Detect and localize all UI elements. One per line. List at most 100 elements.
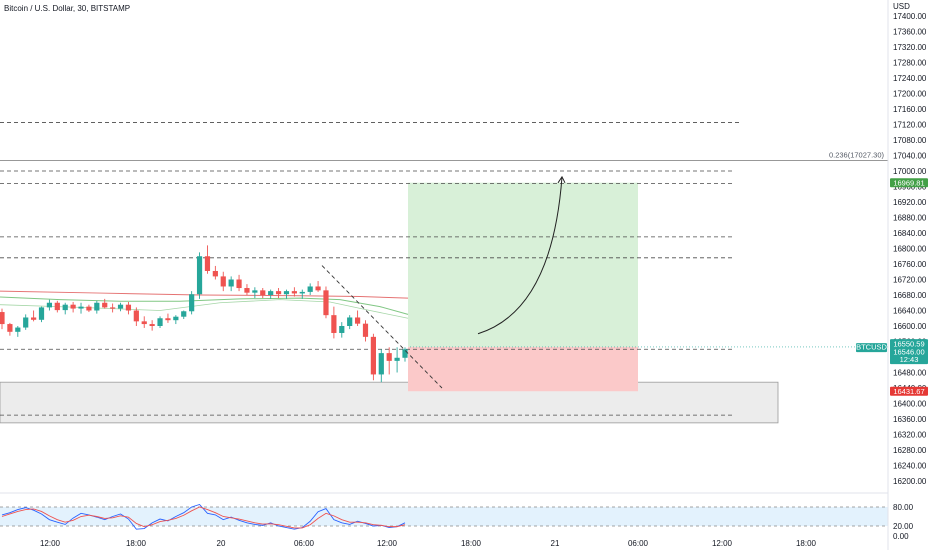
candle-body [228,279,234,287]
candle-body [220,276,226,287]
candle-body [283,291,290,295]
projection-arrow [477,176,563,335]
price-tick-label: 16680.00 [893,291,927,300]
candle [70,301,76,313]
candle-body [354,317,361,324]
candle-body [165,318,171,321]
price-tick-label: 16920.00 [893,198,927,207]
candle-body [386,353,392,361]
candle [0,308,5,330]
price-tick-label: 16840.00 [893,229,927,238]
time-tick-label: 12:00 [40,539,61,548]
candle [307,283,313,295]
time-tick-label: 18:00 [126,539,147,548]
candle [94,300,100,314]
oscillator-band [0,507,888,526]
price-tick-label: 16760.00 [893,260,927,269]
price-tick-label: 16280.00 [893,446,927,455]
candle [354,310,361,326]
candle [228,276,234,292]
chart-header-title: Bitcoin / U.S. Dollar, 30, BITSTAMP [4,4,131,13]
candle-body [323,290,329,316]
price-tick-label: 16360.00 [893,415,927,424]
price-axis-currency: USD [893,2,910,11]
candles-layer [0,245,408,383]
time-axis-layer: 12:00 18:00 20 06:00 12:00 18:00 21 06:00 12:00 1… [40,539,817,548]
candle-body [31,317,37,320]
candle [157,316,163,328]
candle-body [133,310,139,322]
time-tick-label: 12:00 [377,539,398,548]
current-price-text: 16550.59 [893,340,924,349]
candle-body [339,326,345,333]
candle [196,252,203,299]
price-tick-label: 17400.00 [893,12,927,21]
moving-average-green [0,296,409,315]
price-tick-label: 17360.00 [893,28,927,37]
stop-loss-zone [408,346,638,392]
time-tick-label: 18:00 [796,539,817,548]
candle [283,289,290,299]
candle-body [307,286,313,292]
candle-body [189,294,195,312]
candle [212,265,218,280]
candle-body [181,311,187,317]
candle [315,281,321,292]
candle-body [275,291,282,295]
candle [15,326,21,337]
candle-body [370,336,376,375]
candle [23,314,29,330]
price-tick-label: 17280.00 [893,59,927,68]
candle [46,299,53,311]
price-tick-label: 17160.00 [893,105,927,114]
candle [291,287,297,297]
zones-layer [0,182,779,424]
levels-layer: 0.236(17027.30) [0,122,888,416]
candle-body [173,316,179,321]
symbol-tag-bg [856,343,887,353]
candle [299,289,305,299]
candle [244,284,250,295]
candle [62,302,68,315]
candle [7,322,13,336]
moving-averages-layer [0,290,409,319]
target-price-tag-text: 16969.81 [893,178,924,187]
candle-body [54,302,60,311]
candle [339,322,345,338]
projection-arrowhead [557,175,566,184]
time-tick-label: 21 [551,539,560,548]
candle-body [347,317,353,326]
candle [347,315,353,330]
candle-body [23,317,29,328]
price-tick-label: 17000.00 [893,167,927,176]
candle [86,304,92,313]
candle [362,320,369,342]
candle [54,300,60,313]
candle-body [38,307,45,320]
price-tick-label: 17040.00 [893,152,927,161]
oscillator-tick-label: 20.00 [893,522,914,531]
candle [402,347,408,362]
candle [323,286,329,319]
fib-level-label: 0.236(17027.30) [829,150,885,159]
candle [173,315,179,325]
candle [204,245,211,274]
current-price-text-2: 16546.00 [893,348,924,357]
price-tick-label: 17320.00 [893,43,927,52]
candle [102,298,108,309]
candle [165,313,171,323]
candle-body [212,270,218,277]
take-profit-zone [408,182,638,347]
price-tick-label: 17080.00 [893,136,927,145]
candle [386,347,392,375]
candle [78,302,84,314]
trend-line [321,265,443,389]
candle [181,310,187,320]
oscillator-tick-label: 0.00 [893,532,909,541]
moving-average-light [0,299,409,319]
moving-average-red [0,290,409,299]
candle-body [78,306,84,309]
